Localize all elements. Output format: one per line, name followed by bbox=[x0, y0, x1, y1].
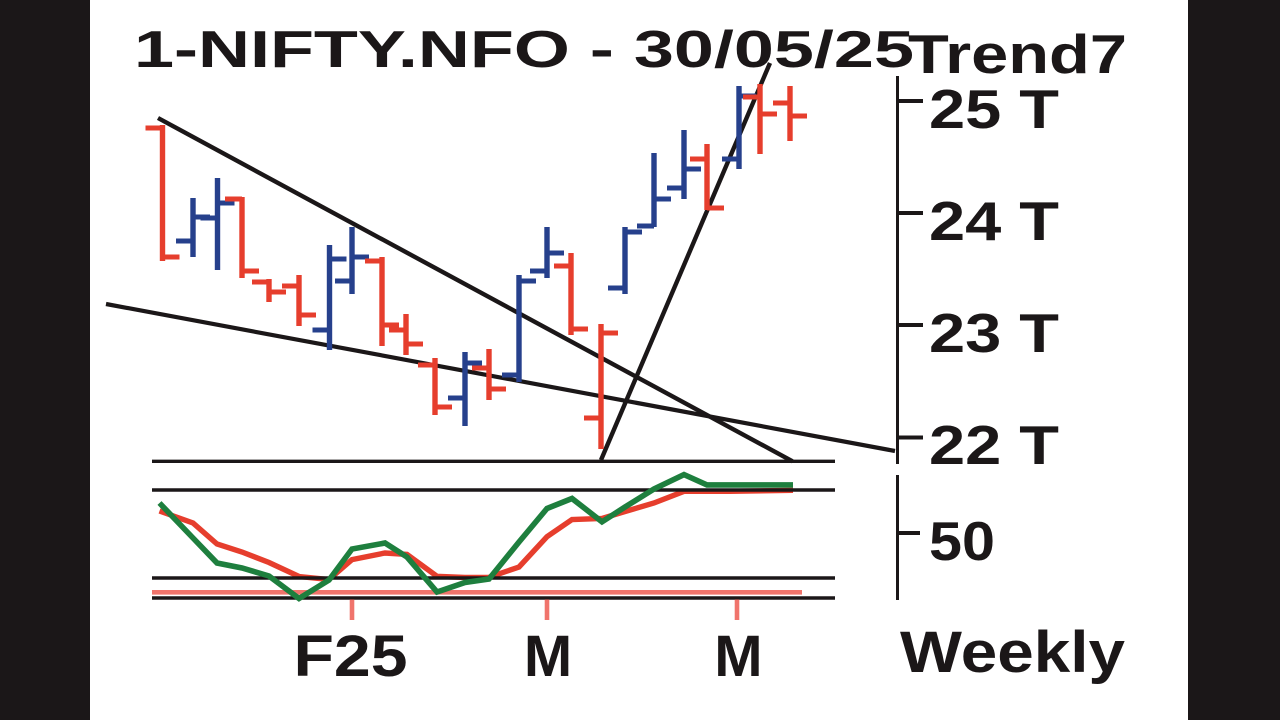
svg-text:Weekly: Weekly bbox=[900, 620, 1125, 685]
svg-text:1-NIFTY.NFO - 30/05/25: 1-NIFTY.NFO - 30/05/25 bbox=[134, 21, 914, 79]
svg-text:Trend7: Trend7 bbox=[908, 23, 1127, 85]
svg-text:23 T: 23 T bbox=[929, 302, 1059, 364]
svg-text:24 T: 24 T bbox=[929, 190, 1059, 252]
svg-text:22 T: 22 T bbox=[929, 414, 1059, 476]
svg-text:50: 50 bbox=[929, 510, 995, 572]
svg-text:25 T: 25 T bbox=[929, 78, 1059, 140]
svg-text:F25: F25 bbox=[294, 624, 408, 689]
svg-text:M: M bbox=[714, 624, 762, 689]
svg-text:M: M bbox=[524, 624, 572, 689]
